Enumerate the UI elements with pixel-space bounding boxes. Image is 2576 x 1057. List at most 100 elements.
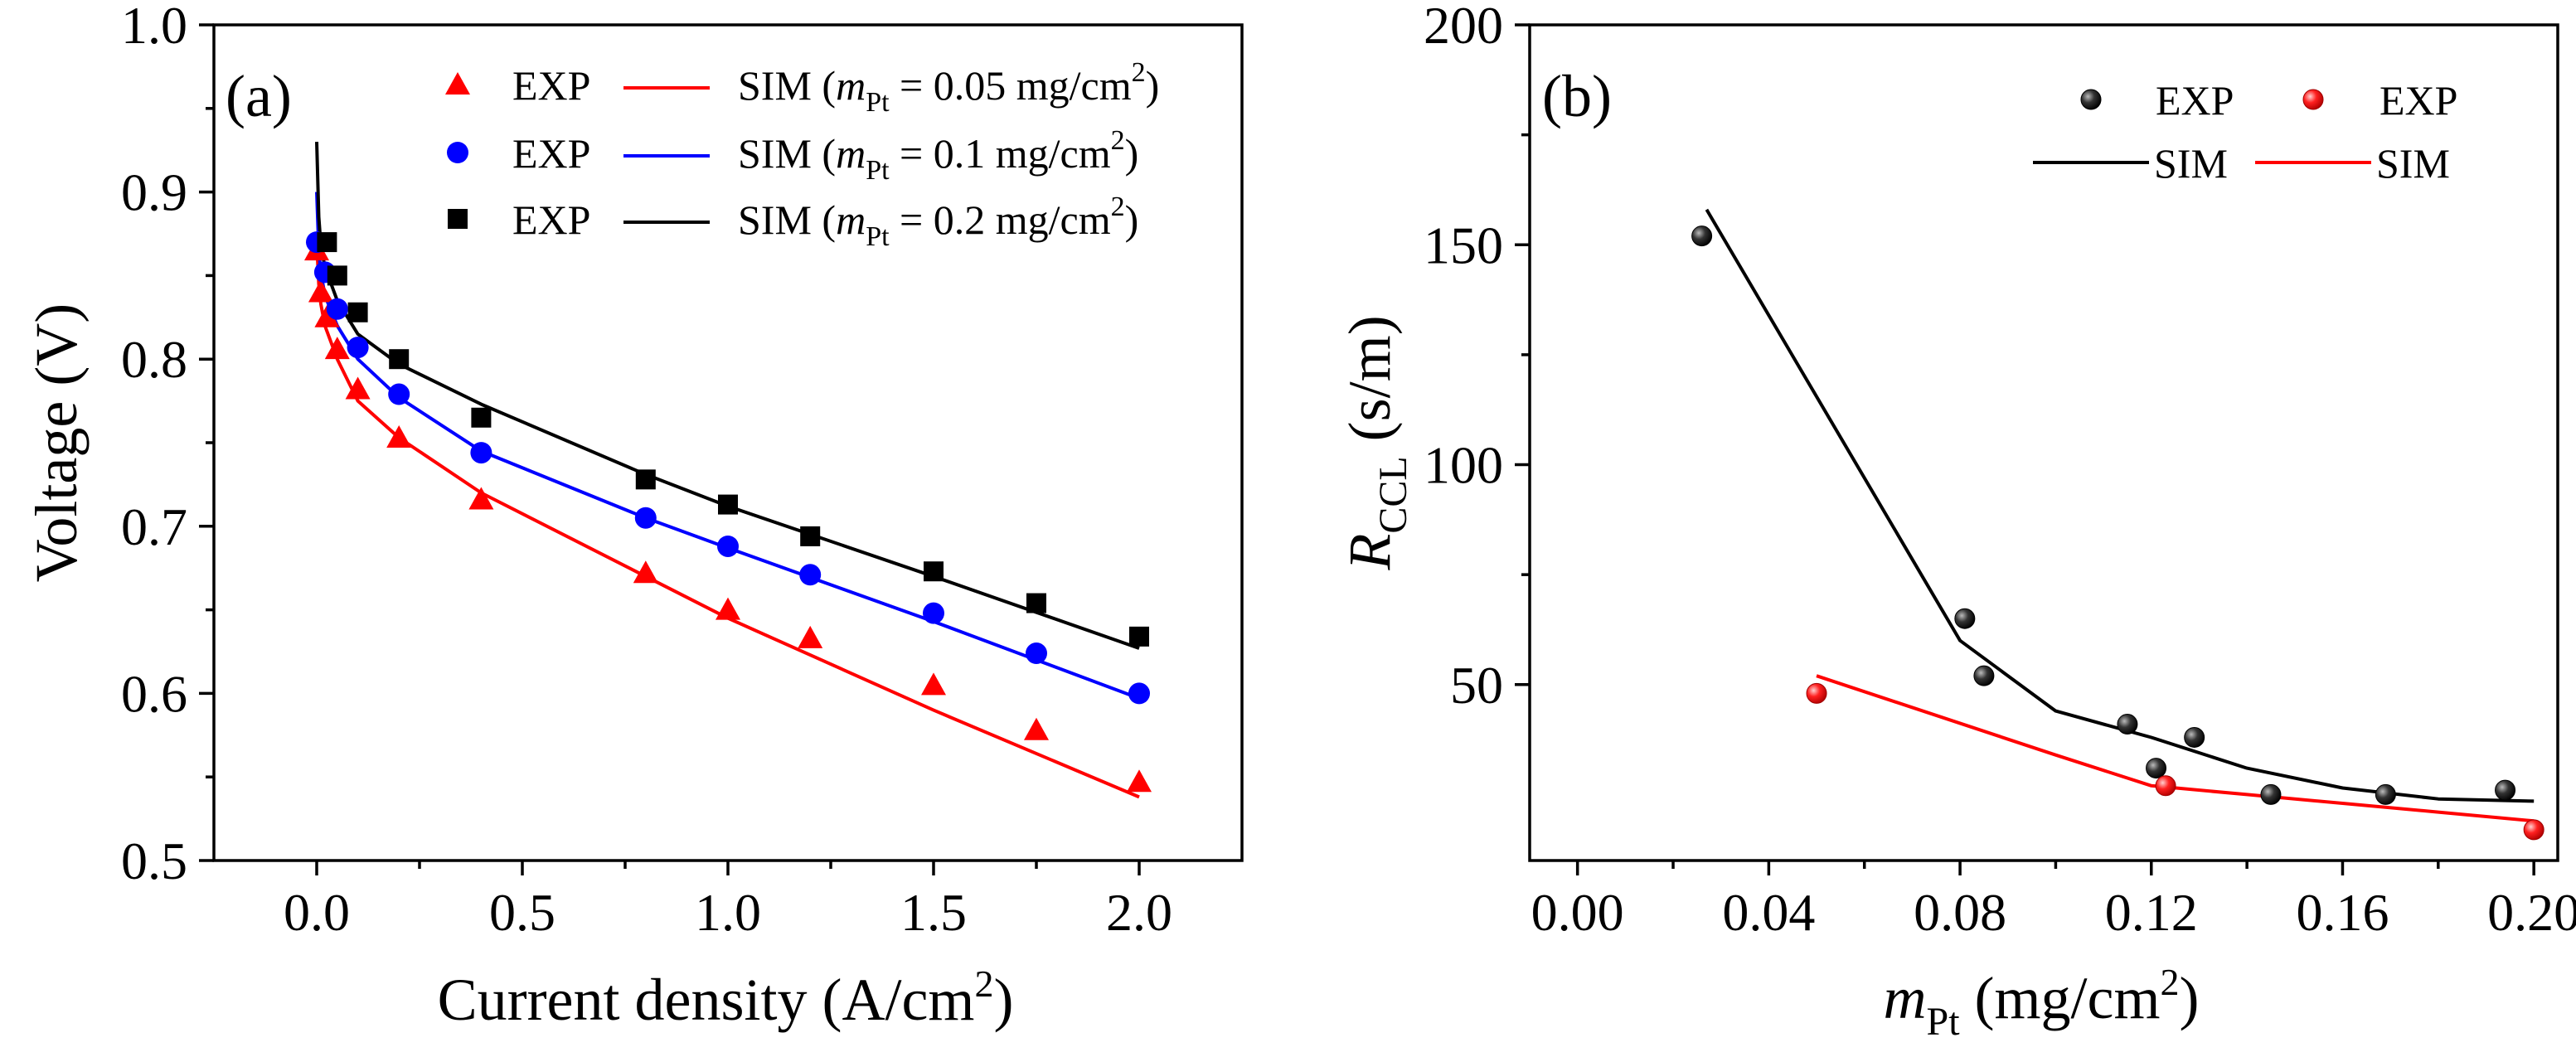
panel-b-legend: EXP EXP SIM SIM xyxy=(2033,77,2457,187)
panel-a-exp-point xyxy=(1026,593,1046,613)
panel-a-exp-point xyxy=(717,535,739,557)
legend-exp-marker xyxy=(2302,89,2324,110)
panel-b-x-axis-label: mPt (mg/cm2) xyxy=(1884,961,2200,1044)
legend-exp-marker xyxy=(447,142,468,163)
legend-exp-label: EXP xyxy=(2380,77,2457,124)
legend-exp-label: EXP xyxy=(512,130,590,177)
panel-a-x-tick-label: 0.0 xyxy=(284,883,350,942)
legend-sim-label: SIM (mPt = 0.2 mg/cm2) xyxy=(738,192,1138,252)
panel-b-exp-point xyxy=(1954,608,1976,629)
legend-sim-label: SIM xyxy=(2376,140,2450,187)
panel-b-x-axis-close: ) xyxy=(2180,965,2200,1031)
panel-b-y-tick-label: 150 xyxy=(1424,216,1503,274)
panel-a-x-tick-label: 1.5 xyxy=(900,883,967,942)
panel-a-y-axis-label: Voltage (V) xyxy=(23,303,90,583)
panel-b-exp-point xyxy=(2495,779,2516,801)
panel-a-y-tick-label: 0.7 xyxy=(121,497,187,556)
panel-a-exp-point xyxy=(716,597,740,620)
panel-b-exp-point xyxy=(1691,225,1713,247)
panel-b-exp-point xyxy=(2146,758,2167,779)
panel-b-exp-point xyxy=(2155,775,2176,797)
panel-a-exp-point xyxy=(324,337,350,360)
panel-b-frame xyxy=(1528,23,2559,862)
panel-a-legend: EXP SIM (mPt = 0.05 mg/cm2) EXP SIM (mPt = … xyxy=(445,57,1159,252)
panel-a-exp-point xyxy=(314,304,340,327)
legend-exp-marker xyxy=(445,72,470,95)
panel-b-exp-point xyxy=(1806,682,1827,704)
panel-a-y-tick-label: 0.8 xyxy=(121,330,187,389)
panel-a-exp-point xyxy=(923,602,944,624)
panel-b-exp-point xyxy=(2523,819,2544,841)
panel-a-y-tick-label: 0.5 xyxy=(121,832,187,890)
panel-a-exp-point xyxy=(471,407,492,428)
panel-a-exp-point xyxy=(634,507,657,529)
panel-b-ticks: 0.00 0.04 0.08 0.12 0.16 0.20 50 100 150 200 xyxy=(1424,0,2576,942)
legend-exp-marker xyxy=(2080,89,2102,110)
panel-b-exp-point xyxy=(2184,726,2205,748)
panel-a-y-tick-label: 0.9 xyxy=(121,163,187,222)
legend-exp-label: EXP xyxy=(512,62,590,109)
panel-b-x-tick-label: 0.00 xyxy=(1531,883,1624,942)
panel-a-x-tick-label: 0.5 xyxy=(489,883,555,942)
legend-exp-label: EXP xyxy=(2156,77,2234,124)
panel-a-exp-point xyxy=(800,526,821,546)
panel-a-exp-point xyxy=(1129,626,1149,647)
panel-b-y-axis-sub: CCL xyxy=(1371,456,1415,533)
panel-a-sim-line-3 xyxy=(315,192,1140,701)
legend-sim-label: SIM (mPt = 0.05 mg/cm2) xyxy=(738,57,1159,118)
panel-a-exp-point xyxy=(921,672,946,696)
panel-a-exp-point xyxy=(326,298,348,320)
panel-b-y-axis-tail: (s/m) xyxy=(1337,315,1403,456)
panel-a-exp-point xyxy=(386,424,412,448)
panel-a-exp-point xyxy=(798,625,823,648)
panel-b-x-tick-label: 0.04 xyxy=(1722,883,1815,942)
panel-a-exp-point xyxy=(799,564,822,586)
legend-sim-label: SIM xyxy=(2154,140,2228,187)
panel-a-exp-point xyxy=(924,561,944,582)
panel-b-sim-line-3 xyxy=(1816,674,2535,823)
panel-a-exp-point xyxy=(317,232,337,253)
panel-a-exp-point xyxy=(468,487,494,510)
panel-b-x-tick-label: 0.12 xyxy=(2105,883,2198,942)
panel-b-y-tick-label: 50 xyxy=(1450,656,1503,715)
panel-b-x-tick-label: 0.20 xyxy=(2487,883,2576,942)
panel-a-sim-line-1 xyxy=(315,242,1140,799)
panel-a-exp-point xyxy=(1128,682,1150,705)
panel-a-exp-point xyxy=(308,279,333,303)
panel-b-label: (b) xyxy=(1542,63,1612,129)
panel-a-exp-point xyxy=(1026,642,1047,665)
panel-a-x-tick-label: 1.0 xyxy=(695,883,761,942)
panel-b-exp-point xyxy=(1973,665,1995,686)
panel-b-y-axis-math: R xyxy=(1337,534,1403,571)
panel-a-markers xyxy=(304,231,1152,793)
panel-a-x-tick-label: 2.0 xyxy=(1106,883,1172,942)
panel-a-y-tick-label: 0.6 xyxy=(121,664,187,723)
panel-a-exp-point xyxy=(633,560,658,584)
panel-a-x-axis-label: Current density (A/cm2) xyxy=(438,962,1014,1033)
panel-a-exp-point xyxy=(345,376,371,400)
panel-a-exp-point xyxy=(718,494,738,515)
panel-b-exp-point xyxy=(2117,714,2138,735)
panel-b-y-tick-label: 200 xyxy=(1424,0,1503,55)
panel-b-y-axis-label: RCCL (s/m) xyxy=(1337,315,1415,570)
panel-b-x-axis-sup: 2 xyxy=(2161,961,2180,1003)
panel-b-x-tick-label: 0.08 xyxy=(1914,883,2006,942)
panel-b-x-axis-tail: (mg/cm xyxy=(1960,965,2161,1031)
panel-a-exp-point xyxy=(347,337,369,359)
panel-a-exp-point xyxy=(327,265,347,286)
panel-a-exp-point xyxy=(389,349,410,370)
panel-a-exp-point xyxy=(388,383,410,405)
panel-a-y-tick-label: 1.0 xyxy=(121,0,187,55)
panel-a-exp-point xyxy=(347,302,368,322)
panel-b-exp-point xyxy=(2375,783,2396,805)
panel-b-x-axis-sub: Pt xyxy=(1927,1000,1961,1044)
panel-a-ticks: 0.0 0.5 1.0 1.5 2.0 0.5 0.6 0.7 0.8 0.9 1.0 xyxy=(121,0,1172,942)
panel-a-exp-point xyxy=(635,469,656,490)
panel-a-frame xyxy=(212,23,1244,862)
panel-a-exp-point xyxy=(1024,717,1049,740)
legend-sim-label: SIM (mPt = 0.1 mg/cm2) xyxy=(738,125,1138,186)
panel-b-sim-line-2 xyxy=(1705,208,2535,803)
panel-a-label: (a) xyxy=(226,63,292,129)
